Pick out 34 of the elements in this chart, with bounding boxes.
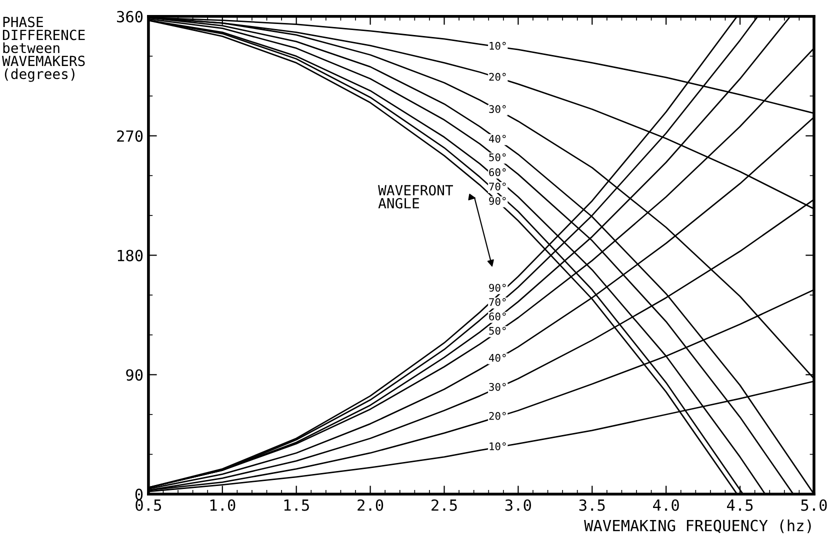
- x-tick-label: 3.5: [579, 499, 605, 511]
- series-label: 30°: [489, 105, 506, 114]
- x-tick-label: 3.0: [505, 499, 531, 511]
- series-label: 70°: [489, 298, 506, 306]
- series-label: 10°: [490, 442, 506, 450]
- series-label: 50°: [489, 326, 506, 335]
- x-tick-label: 2.0: [358, 499, 384, 511]
- series-label: 60°: [489, 312, 506, 320]
- x-tick-label: 4.0: [653, 499, 679, 511]
- y-axis-title: PHASE DIFFERENCE between WAVEMAKERS (degrees): [2, 16, 85, 82]
- x-tick-label: 5.0: [801, 499, 827, 511]
- x-axis-title: WAVEMAKING FREQUENCY (hz): [584, 519, 811, 534]
- series-label: 10°: [490, 42, 506, 50]
- y-tick-label: 180: [118, 250, 143, 262]
- series-label: 20°: [489, 412, 506, 420]
- series-label: 70°: [489, 182, 506, 191]
- y-tick-label: 0: [135, 488, 143, 500]
- series-label: 20°: [489, 72, 506, 81]
- series-label: 60°: [489, 168, 506, 176]
- series-label: 40°: [488, 134, 506, 143]
- y-tick-label: 360: [117, 10, 143, 22]
- x-tick-label: 2.5: [432, 499, 457, 511]
- series-label: 30°: [489, 382, 506, 391]
- series-label: 90°: [489, 284, 506, 292]
- x-tick-label: 1.5: [284, 500, 309, 511]
- series-label: 40°: [488, 354, 506, 362]
- y-tick-label: 90: [126, 369, 143, 381]
- y-tick-label: 270: [117, 130, 143, 142]
- x-tick-label: 0.5: [136, 499, 162, 511]
- x-tick-label: 4.5: [727, 500, 753, 511]
- series-label: 90°: [489, 196, 506, 205]
- annotation: WAVEFRONT ANGLE: [378, 184, 453, 208]
- x-tick-label: 1.0: [210, 499, 236, 511]
- series-label: 50°: [489, 153, 506, 162]
